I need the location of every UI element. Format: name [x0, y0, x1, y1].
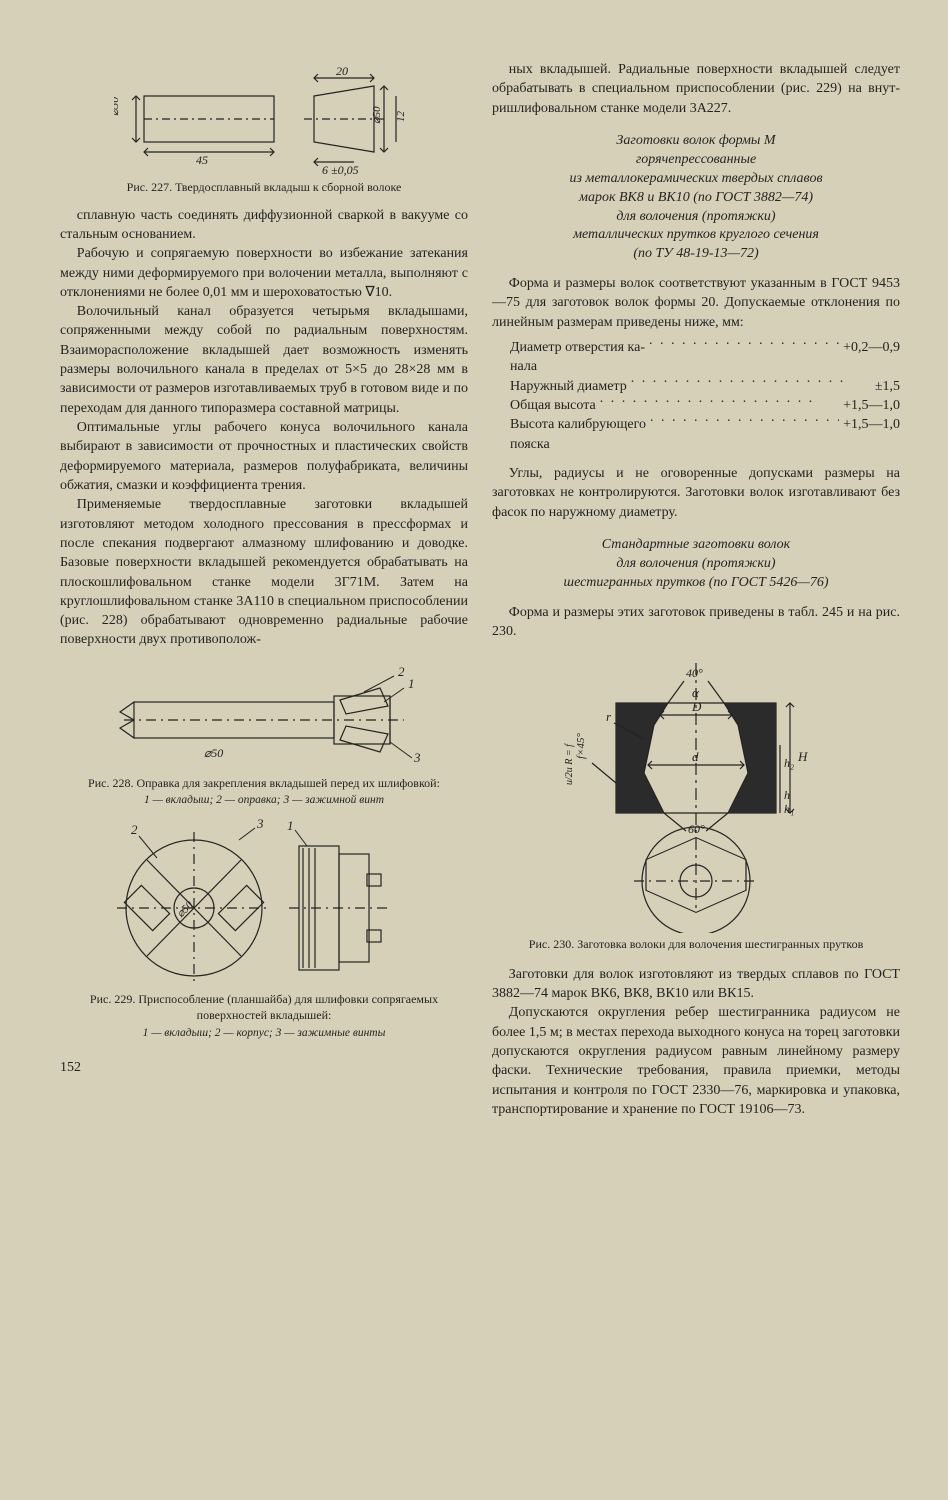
left-p4: Оптимальные углы рабочего конуса во­лочи…	[60, 418, 468, 495]
section-head-1: Заготовки волок формы М горячепрессованн…	[492, 132, 900, 264]
tol-row-0: Диаметр отверстия ка- нала +0,2—0,9	[510, 338, 900, 377]
dim-d50-left: ⌀50	[114, 97, 121, 116]
fig229-label-1: 1	[287, 818, 294, 833]
tol-label-0: Диаметр отверстия ка- нала	[510, 338, 645, 377]
tol-fill	[650, 416, 839, 429]
fig230-alpha: α	[692, 685, 700, 700]
left-column: ⌀50 45	[60, 60, 468, 1119]
tol-label-3: Высота калибрующего пояска	[510, 415, 646, 454]
figure-230: 40° α D r f×45° и/2и R = f d 60° H h₂ h …	[492, 653, 900, 953]
tol-val-1: ±1,5	[875, 377, 900, 396]
dim-12: 12	[395, 111, 407, 123]
tol-label-1: Наружный диаметр	[510, 377, 627, 396]
figure-229-caption: Рис. 229. Приспособление (планшайба) для…	[60, 992, 468, 1023]
figure-228-svg: ⌀50 2 1 3	[104, 662, 424, 772]
figure-228-caption: Рис. 228. Оправка для закрепления вклады…	[60, 776, 468, 792]
figure-227-caption: Рис. 227. Твердосплавный вкладыш к сборн…	[60, 180, 468, 196]
fig230-h2: h₂	[784, 756, 794, 770]
fig230-h: h	[784, 788, 790, 802]
figure-229-svg: 2 3 1 ⌀50	[99, 818, 429, 988]
fig230-r: r	[606, 709, 612, 724]
tol-val-3: +1,5—1,0	[843, 415, 900, 434]
figure-230-caption: Рис. 230. Заготовка волоки для волочения…	[492, 937, 900, 953]
right-column: ных вкладышей. Радиальные поверхности вк…	[492, 60, 900, 1119]
fig230-fx45: f×45°	[575, 733, 587, 759]
dim-20: 20	[336, 66, 348, 78]
fig230-H: H	[797, 749, 808, 764]
dim-45: 45	[196, 153, 208, 167]
tol-label-2: Общая высота	[510, 396, 596, 415]
tol-row-2: Общая высота +1,5—1,0	[510, 396, 900, 415]
tolerances-list: Диаметр отверстия ка- нала +0,2—0,9 Нару…	[510, 338, 900, 454]
left-p3: Волочильный канал образуется четырьмя вк…	[60, 302, 468, 418]
right-p4: Форма и размеры этих заготовок приве­ден…	[492, 603, 900, 642]
dim-6: 6 ±0,05	[322, 163, 359, 176]
figure-229-legend: 1 — вкладыш; 2 — корпус; 3 — зажимные ви…	[60, 1026, 468, 1041]
fig228-label-2: 2	[398, 664, 405, 679]
figure-227-svg: ⌀50 45	[114, 66, 414, 176]
fig229-label-3: 3	[256, 818, 264, 831]
fig230-angle60: 60°	[688, 822, 705, 836]
fig230-angle40: 40°	[686, 666, 703, 680]
figure-230-svg: 40° α D r f×45° и/2и R = f d 60° H h₂ h …	[536, 653, 856, 933]
fig228-d50: ⌀50	[204, 746, 223, 760]
section-head-2: Стандартные заготовки волок для волочени…	[492, 536, 900, 593]
left-p1: сплавную часть соединять диффузионной св…	[60, 206, 468, 245]
fig230-Rf: и/2и R = f	[564, 743, 575, 785]
right-p1: ных вкладышей. Радиальные поверхности вк…	[492, 60, 900, 118]
figure-228: ⌀50 2 1 3 Рис. 228. Оправка для закрепле…	[60, 662, 468, 809]
right-p3: Углы, радиусы и не оговоренные допу­скам…	[492, 464, 900, 522]
page-number: 152	[60, 1058, 468, 1077]
tol-val-2: +1,5—1,0	[843, 396, 900, 415]
page: ⌀50 45	[60, 60, 900, 1119]
fig229-d50: ⌀50	[175, 899, 196, 920]
tol-fill	[649, 339, 839, 352]
figure-227: ⌀50 45	[60, 66, 468, 196]
figure-229: 2 3 1 ⌀50 Рис. 229. Приспособление (план…	[60, 818, 468, 1040]
fig228-label-1: 1	[408, 676, 415, 691]
right-p5: Заготовки для волок изготовляют из тверд…	[492, 965, 900, 1004]
left-p5: Применяемые твердосплавные заготовки вкл…	[60, 495, 468, 650]
tol-row-3: Высота калибрующего пояска +1,5—1,0	[510, 415, 900, 454]
dim-d50-right: ⌀50	[371, 106, 383, 124]
fig229-label-2: 2	[131, 822, 138, 837]
tol-fill	[631, 377, 871, 390]
fig230-D: D	[691, 699, 702, 714]
fig230-d: d	[692, 749, 699, 764]
figure-228-legend: 1 — вкладыш; 2 — оправка; 3 — зажимной в…	[60, 793, 468, 808]
tol-val-0: +0,2—0,9	[843, 338, 900, 357]
right-p2: Форма и размеры волок соответствуют указ…	[492, 274, 900, 332]
tol-fill	[600, 396, 839, 409]
right-p6: Допускаются округления ребер шести­гранн…	[492, 1003, 900, 1119]
fig228-label-3: 3	[413, 750, 421, 765]
left-p2: Рабочую и сопрягаемую поверхности во изб…	[60, 244, 468, 302]
fig230-h1: h₁	[784, 802, 794, 816]
tol-row-1: Наружный диаметр ±1,5	[510, 377, 900, 396]
